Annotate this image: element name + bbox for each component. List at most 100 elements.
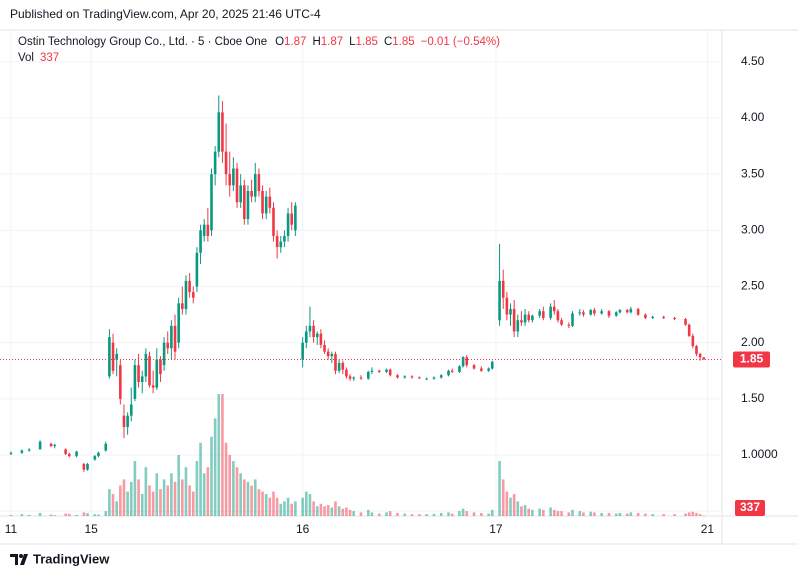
grid	[0, 30, 722, 516]
candle-body	[53, 444, 56, 447]
candle-body	[341, 362, 345, 370]
volume-bar	[323, 506, 326, 516]
y-tick-label: 1.50	[741, 391, 765, 405]
volume-bar	[614, 513, 618, 516]
volume-bar	[425, 514, 428, 516]
candle-body	[439, 375, 443, 378]
volume-bar	[337, 506, 341, 516]
candle-body	[82, 464, 86, 470]
volume-bar	[418, 514, 421, 516]
volume-bar	[388, 511, 392, 516]
candle-body	[538, 311, 541, 316]
candle-body	[450, 370, 454, 372]
volume-bar	[246, 481, 250, 516]
volume-bar	[195, 461, 199, 516]
candle-body	[170, 325, 173, 349]
candle-body	[272, 207, 275, 236]
candles	[9, 95, 706, 472]
volume-bar	[199, 442, 202, 516]
volume-bar	[108, 489, 111, 516]
volume-bar	[261, 491, 264, 516]
volume-bar	[348, 509, 352, 516]
volume-bar	[662, 514, 665, 516]
candle-body	[319, 333, 323, 345]
candle-body	[687, 324, 691, 336]
candle-body	[691, 335, 695, 347]
volume-bar	[93, 514, 97, 516]
candle-body	[191, 292, 195, 298]
volume-bar	[279, 503, 283, 516]
volume-bar	[326, 505, 330, 516]
volume-bar	[177, 455, 180, 516]
candle-body	[490, 361, 494, 369]
volume-bar	[97, 514, 100, 516]
logo-icon	[10, 554, 28, 565]
candle-body	[177, 303, 180, 343]
candle-body	[326, 351, 330, 357]
volume-bar	[239, 473, 242, 516]
brand: TradingView	[33, 551, 110, 566]
volume-bar	[702, 515, 706, 517]
volume-bar	[275, 497, 279, 516]
candle-body	[20, 450, 24, 453]
y-tick-label: 4.00	[741, 110, 765, 124]
volume-bar	[151, 491, 155, 516]
candle-body	[217, 112, 221, 152]
volume-bar	[126, 491, 129, 516]
y-tick-label: 3.50	[741, 166, 765, 180]
candle-body	[695, 346, 698, 354]
volume-bar	[308, 494, 312, 516]
candle-body	[126, 415, 129, 427]
volume-bar	[465, 511, 469, 516]
legend-item: C	[384, 36, 392, 48]
volume-bar	[184, 467, 188, 516]
candle-body	[480, 368, 483, 371]
volume-bar	[170, 473, 173, 516]
volume-bar	[377, 513, 381, 516]
candle-body	[93, 456, 97, 460]
y-tick-label: 4.50	[741, 54, 765, 68]
volume-bar	[410, 514, 414, 516]
candle-body	[651, 316, 655, 318]
price-tag-label: 1.85	[740, 352, 764, 366]
volume-bar	[38, 512, 42, 516]
candle-body	[366, 371, 370, 379]
legend-item: 1.87	[284, 36, 306, 48]
candle-body	[607, 311, 611, 316]
candle-body	[388, 369, 392, 376]
candle-body	[359, 377, 363, 379]
volume-bar	[264, 494, 268, 516]
candle-body	[129, 404, 133, 416]
candle-body	[418, 377, 421, 379]
volume-bar	[556, 511, 560, 516]
volume-bar	[144, 467, 148, 516]
candle-body	[465, 357, 469, 366]
volume-bar	[301, 497, 304, 516]
volume-bar	[472, 512, 476, 516]
candle-body	[188, 280, 191, 293]
candle-body	[122, 415, 126, 427]
volume-bar	[450, 513, 454, 516]
volume-bar	[571, 509, 574, 516]
x-tick-label: 15	[84, 522, 98, 536]
candle-body	[447, 370, 450, 376]
legend-item: L	[349, 36, 356, 48]
volume-bar	[552, 509, 556, 516]
volume-bar	[148, 485, 151, 516]
candle-body	[589, 310, 593, 315]
candle-body	[155, 359, 159, 388]
legend-item: 337	[40, 52, 59, 64]
candle-body	[337, 362, 341, 371]
candle-body	[352, 377, 356, 379]
volume-bar	[104, 511, 108, 516]
candle-body	[294, 205, 297, 231]
volume-bar	[600, 512, 603, 516]
volume-bar	[20, 514, 24, 516]
volume-bar	[636, 512, 640, 516]
volume-bar	[119, 485, 122, 516]
candle-body	[210, 174, 213, 231]
candle-body	[549, 306, 552, 318]
volume-bar	[501, 479, 505, 516]
